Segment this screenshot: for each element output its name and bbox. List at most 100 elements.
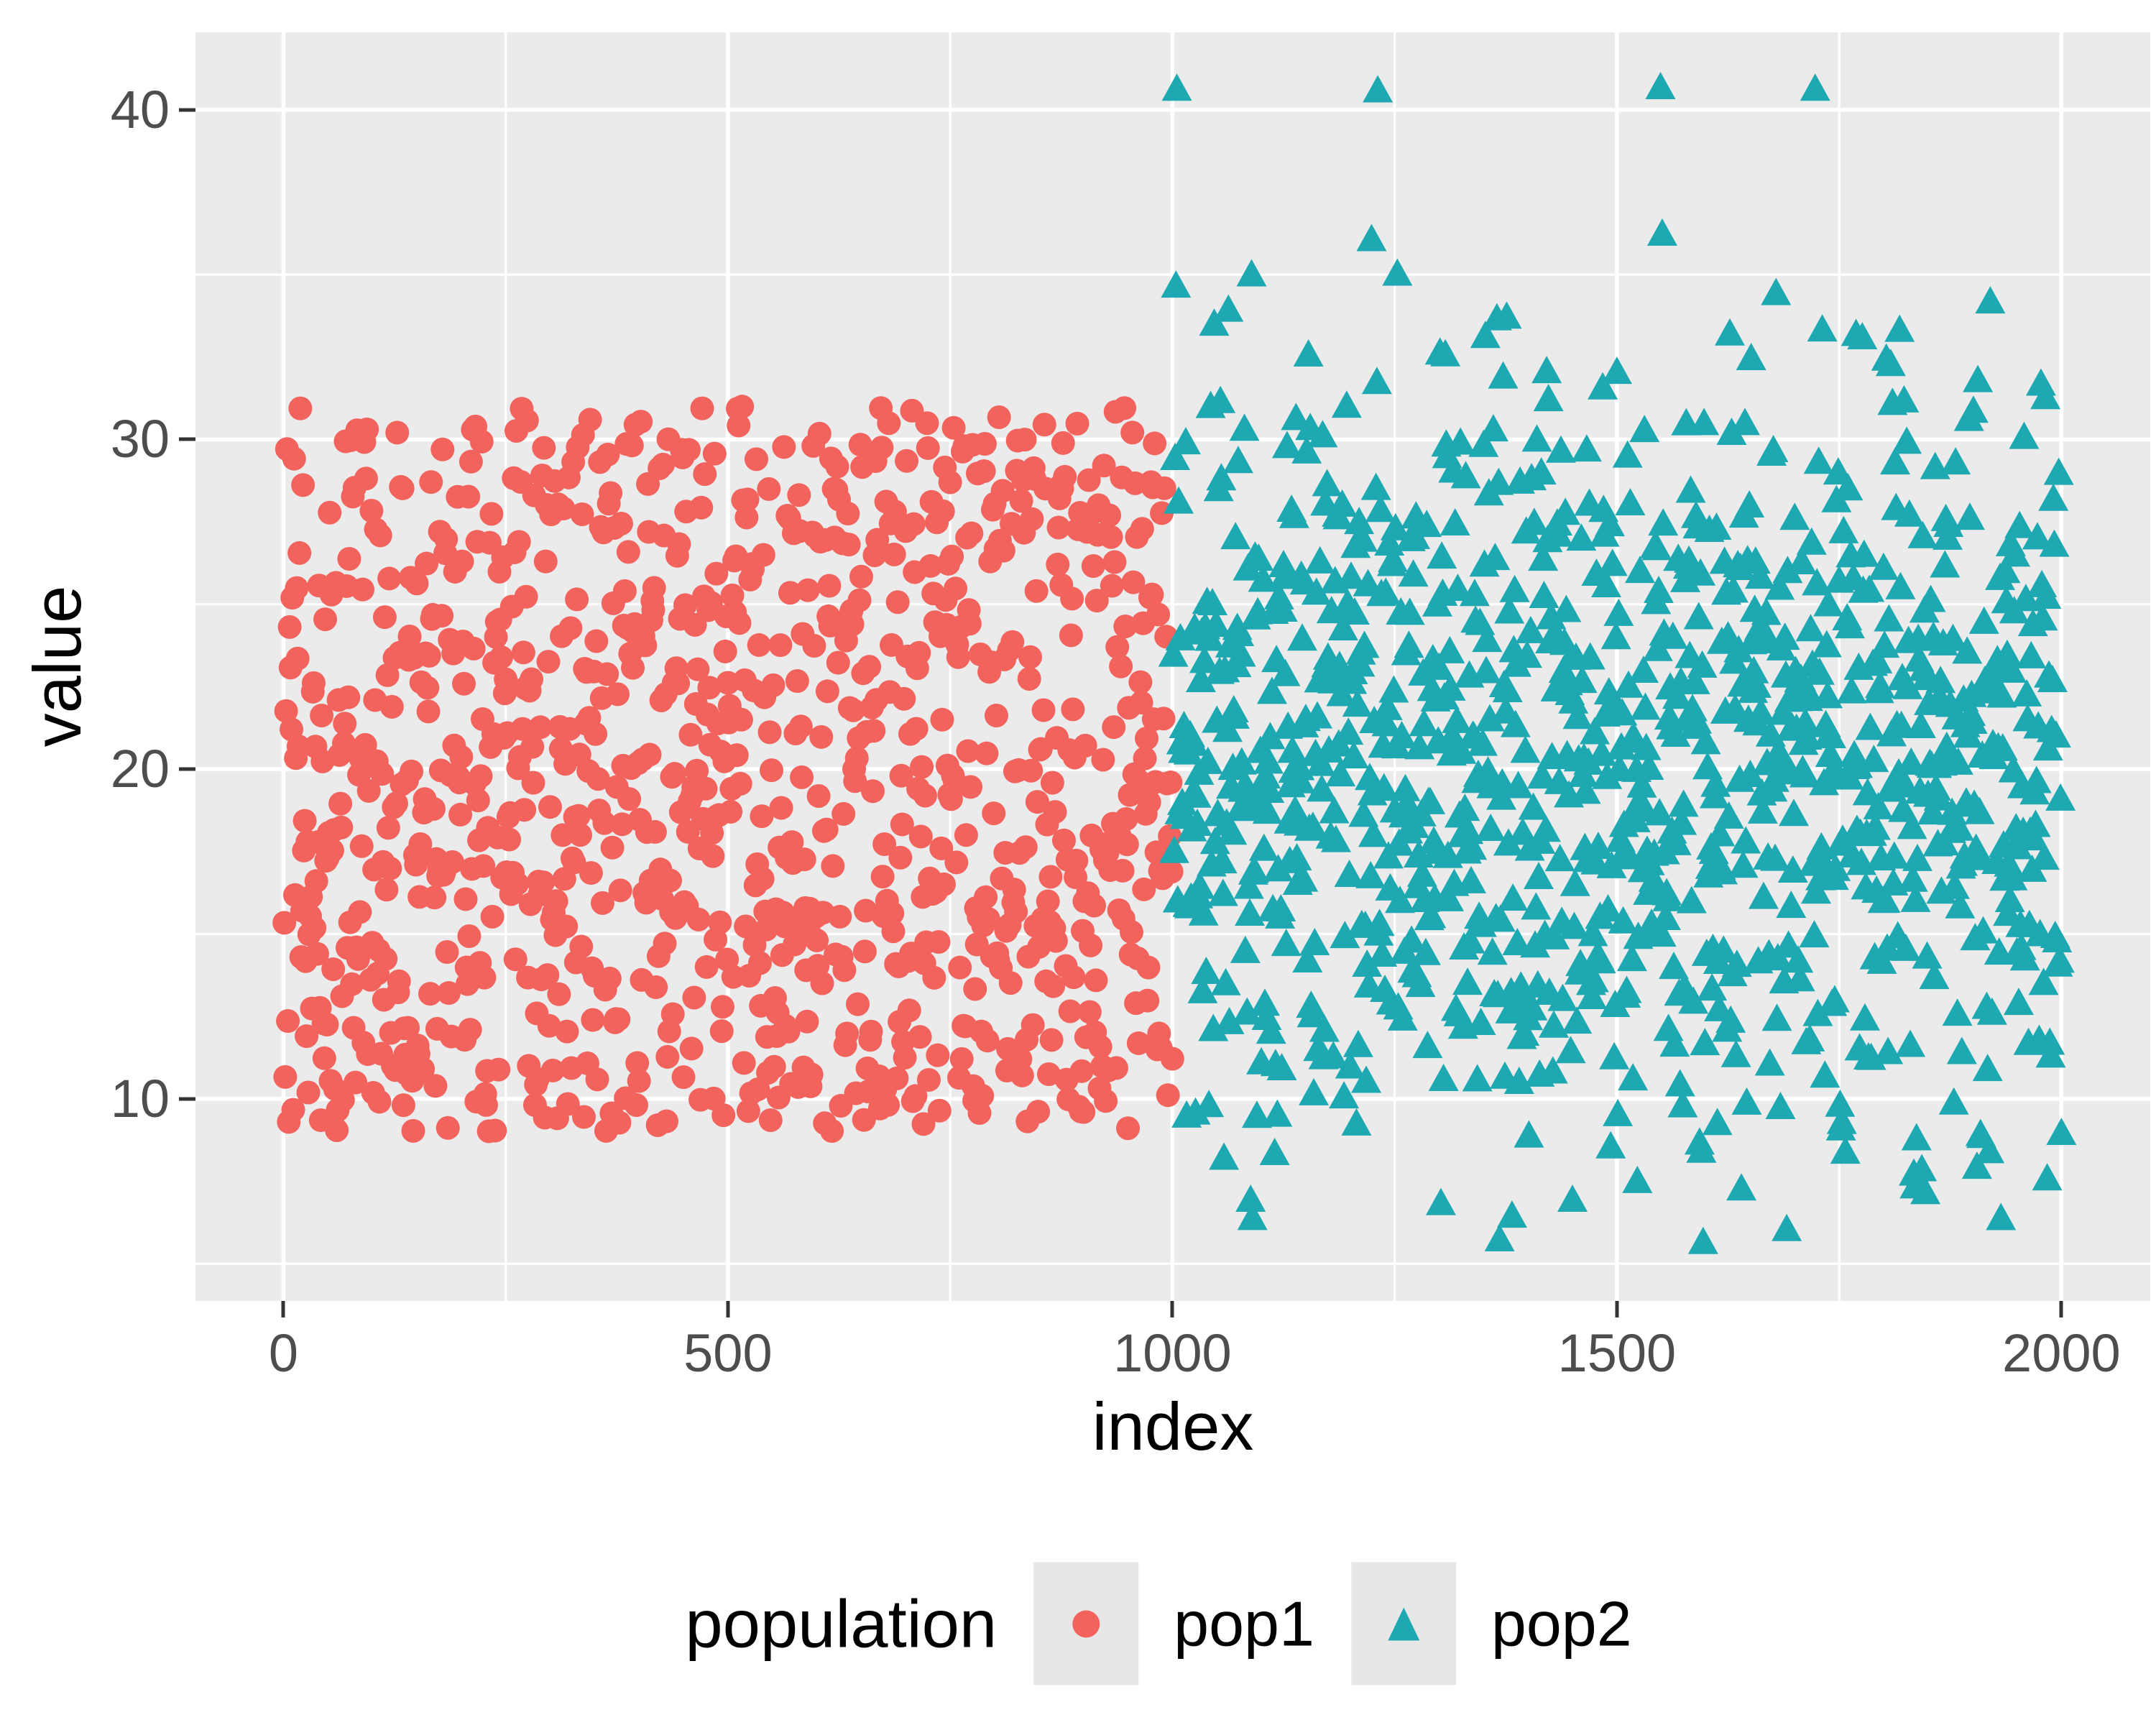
data-point-pop1 [959,521,984,546]
data-point-pop2 [1611,975,1642,1003]
data-point-pop2 [1555,1036,1586,1064]
data-point-pop2 [1412,1031,1443,1059]
x-tick-label: 1000 [1113,1323,1232,1383]
data-point-pop2 [1626,786,1657,814]
data-point-pop1 [619,433,644,458]
data-point-pop2 [1975,286,2006,314]
data-point-pop2 [1266,893,1296,921]
data-point-pop1 [1046,515,1071,540]
data-point-pop2 [1772,556,1803,584]
data-point-pop2 [1682,706,1713,734]
data-point-pop1 [453,887,478,911]
data-point-pop2 [2044,945,2075,973]
data-point-pop2 [1811,630,1842,658]
data-point-pop1 [489,645,513,669]
data-point-pop1 [1132,877,1156,901]
data-point-pop1 [528,715,553,740]
x-tick-mark [1170,1301,1174,1317]
data-point-pop2 [1799,920,1830,948]
data-point-pop2 [1539,1010,1570,1038]
data-point-pop2 [1863,791,1894,819]
data-point-pop1 [608,878,632,903]
data-point-pop1 [655,1109,679,1133]
data-point-pop1 [450,549,474,574]
data-point-pop1 [1032,413,1056,437]
data-point-pop2 [1161,270,1192,298]
data-point-pop2 [1616,944,1647,972]
data-point-pop1 [792,847,816,872]
data-point-pop2 [1591,570,1622,598]
data-point-pop2 [1338,741,1369,769]
data-point-pop2 [1200,610,1231,638]
data-point-pop1 [1110,858,1135,883]
data-point-pop2 [1191,957,1222,985]
data-point-pop2 [2028,967,2059,995]
data-point-pop2 [1996,655,2027,683]
data-point-pop2 [1304,546,1335,574]
data-point-pop2 [1761,1003,1792,1031]
data-point-pop2 [1194,1090,1225,1118]
data-point-pop1 [581,1008,605,1032]
data-point-pop2 [1638,864,1669,892]
data-point-pop1 [320,838,344,862]
data-point-pop1 [276,1009,300,1034]
data-point-pop2 [1806,832,1837,860]
data-point-pop2 [1944,813,1975,841]
data-point-pop2 [1776,891,1807,919]
data-point-pop1 [1121,570,1146,594]
data-point-pop1 [814,817,839,842]
data-point-pop1 [579,861,603,886]
data-point-pop2 [1645,71,1676,99]
data-point-pop2 [1452,967,1483,995]
data-point-pop1 [903,1084,928,1108]
data-point-pop2 [1648,508,1679,536]
data-point-pop2 [1428,1064,1459,1092]
data-point-pop2 [1450,794,1480,822]
data-point-pop1 [1152,476,1176,500]
data-point-pop1 [732,1051,756,1075]
data-point-pop2 [1514,1120,1544,1148]
data-point-pop1 [417,643,441,668]
data-point-pop2 [1607,698,1638,726]
data-point-pop1 [624,1093,648,1118]
data-point-pop1 [1020,507,1044,531]
data-point-pop2 [1243,543,1274,571]
data-point-pop1 [883,500,907,524]
data-point-pop2 [1187,975,1218,1003]
data-point-pop1 [421,796,446,821]
data-point-pop1 [569,934,594,959]
data-point-pop2 [1488,361,1519,389]
data-point-pop1 [1039,1028,1064,1052]
data-point-pop2 [1848,539,1879,567]
data-point-pop1 [532,436,556,460]
data-point-pop2 [1248,564,1279,592]
data-point-pop2 [1330,921,1360,949]
data-point-pop1 [592,811,617,835]
data-point-pop1 [1104,1056,1128,1080]
data-point-pop1 [344,1070,368,1095]
data-point-pop1 [1072,1100,1096,1124]
data-point-pop2 [1484,1224,1515,1252]
data-point-pop1 [633,633,658,658]
data-point-pop1 [1128,670,1153,694]
data-point-pop1 [709,1019,734,1044]
data-point-pop1 [304,869,328,893]
data-point-pop2 [1509,1018,1540,1046]
data-point-pop1 [356,778,381,803]
data-point-pop2 [1987,733,2018,761]
data-point-pop1 [595,662,619,686]
data-point-pop1 [711,1103,736,1128]
data-point-pop2 [1896,747,1927,775]
data-point-pop2 [1498,883,1529,911]
data-point-pop1 [984,704,1008,728]
data-point-pop1 [1044,929,1068,953]
data-point-pop2 [1518,792,1549,820]
data-point-pop2 [1209,1142,1240,1170]
data-point-pop2 [1721,949,1752,978]
data-point-pop2 [1291,436,1322,464]
data-point-pop2 [1991,639,2022,667]
data-point-pop1 [734,505,759,530]
data-point-pop1 [861,779,885,804]
data-point-pop2 [2032,1163,2063,1191]
data-point-pop2 [1790,707,1821,735]
